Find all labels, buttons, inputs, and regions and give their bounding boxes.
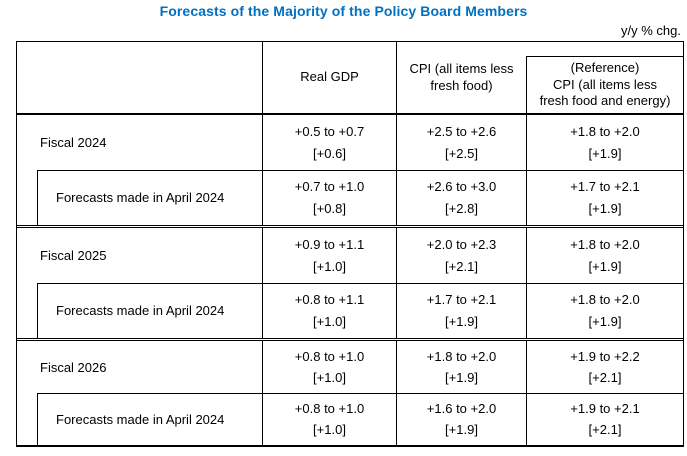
indent-divider-horizontal — [37, 393, 683, 394]
page-title: Forecasts of the Majority of the Policy … — [159, 3, 528, 19]
row-label-april-forecast: Forecasts made in April 2024 — [56, 190, 225, 205]
cell-reference: +1.9 to +2.1 [+2.1] — [526, 393, 683, 445]
cell-reference: +1.8 to +2.0 [+1.9] — [526, 228, 683, 283]
indent-divider-vertical — [37, 283, 38, 338]
table-row: Fiscal 2025 +0.9 to +1.1 [+1.0] +2.0 to … — [17, 228, 683, 283]
table-row: Forecasts made in April 2024 +0.7 to +1.… — [17, 170, 683, 225]
cell-gdp: +0.7 to +1.0 [+0.8] — [262, 170, 396, 225]
cell-reference: +1.8 to +2.0 [+1.9] — [526, 115, 683, 170]
cell-cpi: +2.0 to +2.3 [+2.1] — [396, 228, 526, 283]
cell-cpi: +2.6 to +3.0 [+2.8] — [396, 170, 526, 225]
row-label-fiscal-2025: Fiscal 2025 — [40, 248, 107, 263]
header-cpi: CPI (all items less fresh food) — [396, 42, 526, 113]
header-real-gdp: Real GDP — [262, 42, 396, 113]
row-label-april-forecast: Forecasts made in April 2024 — [56, 303, 225, 318]
section-fiscal-2026: Fiscal 2026 +0.8 to +1.0 [+1.0] +1.8 to … — [17, 341, 683, 445]
cell-cpi: +1.7 to +2.1 [+1.9] — [396, 283, 526, 338]
indent-divider-vertical — [37, 170, 38, 225]
cell-gdp: +0.5 to +0.7 [+0.6] — [262, 115, 396, 170]
header-reference-box: (Reference) CPI (all items less fresh fo… — [526, 56, 683, 113]
row-label-fiscal-2024: Fiscal 2024 — [40, 135, 107, 150]
header-reference-cell: (Reference) CPI (all items less fresh fo… — [526, 42, 683, 113]
row-label-fiscal-2026: Fiscal 2026 — [40, 359, 107, 375]
section-fiscal-2025: Fiscal 2025 +0.9 to +1.1 [+1.0] +2.0 to … — [17, 228, 683, 341]
cell-gdp: +0.8 to +1.1 [+1.0] — [262, 283, 396, 338]
indent-divider-vertical — [37, 393, 38, 445]
table-row: Fiscal 2026 +0.8 to +1.0 [+1.0] +1.8 to … — [17, 341, 683, 393]
table-row: Forecasts made in April 2024 +0.8 to +1.… — [17, 393, 683, 445]
cell-gdp: +0.9 to +1.1 [+1.0] — [262, 228, 396, 283]
cell-reference: +1.7 to +2.1 [+1.9] — [526, 170, 683, 225]
cell-reference: +1.8 to +2.0 [+1.9] — [526, 283, 683, 338]
table-row: Fiscal 2024 +0.5 to +0.7 [+0.6] +2.5 to … — [17, 115, 683, 170]
section-fiscal-2024: Fiscal 2024 +0.5 to +0.7 [+0.6] +2.5 to … — [17, 115, 683, 228]
unit-note: y/y % chg. — [621, 23, 681, 38]
cell-gdp: +0.8 to +1.0 [+1.0] — [262, 341, 396, 393]
cell-reference: +1.9 to +2.2 [+2.1] — [526, 341, 683, 393]
row-label-april-forecast: Forecasts made in April 2024 — [56, 411, 225, 427]
cell-cpi: +1.8 to +2.0 [+1.9] — [396, 341, 526, 393]
table-row: Forecasts made in April 2024 +0.8 to +1.… — [17, 283, 683, 338]
forecast-table: Real GDP CPI (all items less fresh food)… — [16, 41, 684, 447]
cell-cpi: +1.6 to +2.0 [+1.9] — [396, 393, 526, 445]
indent-divider-horizontal — [37, 283, 683, 284]
header-empty-cell — [17, 42, 262, 113]
cell-gdp: +0.8 to +1.0 [+1.0] — [262, 393, 396, 445]
cell-cpi: +2.5 to +2.6 [+2.5] — [396, 115, 526, 170]
indent-divider-horizontal — [37, 170, 683, 171]
table-header-row: Real GDP CPI (all items less fresh food)… — [17, 42, 683, 115]
